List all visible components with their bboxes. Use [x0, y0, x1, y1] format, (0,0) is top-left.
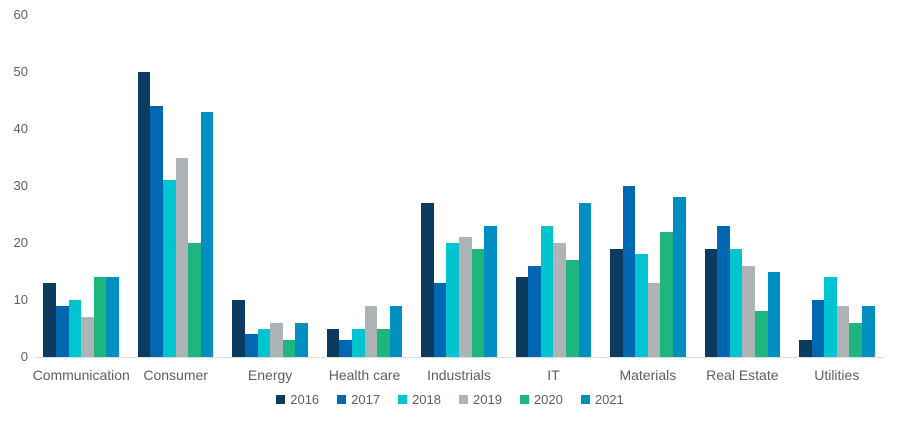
- bar-2019-consumer: [175, 157, 189, 357]
- bar-2018-health-care: [351, 328, 365, 357]
- x-axis-category-label-utilities: Utilities: [814, 367, 860, 383]
- bar-2017-consumer: [150, 106, 164, 357]
- y-axis-tick-label-10: 10: [13, 292, 28, 307]
- bar-2020-energy: [282, 339, 296, 357]
- bar-2017-communication: [56, 305, 69, 357]
- legend-swatch-2019: [459, 395, 468, 404]
- bar-2016-industrials: [421, 203, 434, 357]
- legend-item-2016: 2016: [276, 392, 319, 407]
- legend-label-2016: 2016: [290, 392, 320, 407]
- bar-2021-utilities: [861, 305, 875, 357]
- y-axis-tick-label-60: 60: [13, 7, 28, 22]
- legend-item-2017: 2017: [337, 392, 380, 407]
- legend-item-2018: 2018: [398, 392, 441, 407]
- legend-label-2017: 2017: [351, 392, 381, 407]
- bar-2021-it: [578, 203, 592, 357]
- bar-2017-real-estate: [717, 225, 730, 357]
- bar-2021-consumer: [200, 111, 214, 357]
- bar-2021-materials: [673, 197, 686, 357]
- bar-2016-materials: [610, 248, 623, 357]
- bar-2017-materials: [622, 186, 636, 357]
- legend-item-2019: 2019: [459, 392, 502, 407]
- x-axis-category-label-industrials: Industrials: [427, 367, 491, 383]
- legend-label-2020: 2020: [533, 392, 563, 407]
- bar-2016-real-estate: [704, 248, 718, 357]
- legend: 2016 2017 2018 2019 2020 2021: [0, 392, 900, 407]
- bar-2018-communication: [68, 300, 82, 357]
- bar-2018-real-estate: [729, 248, 743, 357]
- legend-swatch-2018: [398, 395, 408, 404]
- bar-2017-utilities: [811, 300, 825, 357]
- bar-2020-it: [566, 260, 579, 357]
- y-axis-tick-label-40: 40: [13, 121, 28, 136]
- legend-label-2018: 2018: [412, 392, 441, 407]
- bar-2016-health-care: [326, 328, 340, 357]
- bar-2016-consumer: [137, 72, 151, 357]
- bar-2019-health-care: [364, 305, 378, 357]
- x-axis-category-label-consumer: Consumer: [143, 367, 208, 383]
- bar-2021-communication: [106, 277, 120, 357]
- bar-2021-real-estate: [767, 271, 781, 357]
- legend-label-2019: 2019: [473, 392, 502, 407]
- bar-2019-industrials: [459, 237, 472, 357]
- legend-label-2021: 2021: [594, 392, 624, 407]
- x-axis-category-label-health-care: Health care: [328, 367, 401, 383]
- bar-2021-energy: [295, 322, 308, 357]
- bar-2019-materials: [647, 282, 661, 357]
- bar-2019-energy: [270, 322, 283, 357]
- bar-2020-consumer: [188, 243, 201, 357]
- bar-2016-it: [515, 277, 529, 357]
- bar-2017-industrials: [433, 282, 447, 357]
- bar-2018-utilities: [824, 277, 837, 357]
- bar-2020-communication: [93, 277, 107, 357]
- legend-swatch-2020: [519, 395, 529, 404]
- legend-item-2021: 2021: [580, 392, 624, 407]
- x-axis-category-label-it: IT: [547, 367, 560, 383]
- x-axis-category-label-energy: Energy: [247, 367, 293, 383]
- bar-2019-real-estate: [742, 265, 755, 357]
- x-axis-category-label-materials: Materials: [619, 367, 677, 383]
- bar-2016-communication: [43, 282, 57, 357]
- bar-2020-health-care: [377, 328, 390, 357]
- x-axis-line: [34, 357, 884, 358]
- y-axis-tick-label-20: 20: [13, 235, 28, 250]
- bar-2020-industrials: [471, 248, 485, 357]
- bar-2018-industrials: [446, 243, 459, 357]
- bar-2016-utilities: [798, 339, 812, 357]
- bar-2020-real-estate: [754, 311, 768, 357]
- legend-swatch-2017: [337, 395, 347, 404]
- bar-2019-communication: [81, 317, 94, 357]
- y-axis-tick-label-0: 0: [20, 349, 28, 364]
- bar-2019-utilities: [836, 305, 850, 357]
- bar-2018-energy: [257, 328, 271, 357]
- bar-2016-energy: [232, 300, 245, 357]
- x-axis-category-label-real-estate: Real Estate: [706, 367, 779, 383]
- y-axis-tick-label-30: 30: [13, 178, 28, 193]
- bar-2017-it: [528, 265, 541, 357]
- bar-2018-it: [540, 225, 554, 357]
- legend-swatch-2016: [276, 395, 286, 404]
- bar-2018-consumer: [163, 180, 176, 357]
- bar-2018-materials: [635, 254, 648, 357]
- bar-2017-energy: [244, 334, 258, 357]
- y-axis-tick-label-50: 50: [13, 64, 28, 79]
- bar-2021-industrials: [484, 225, 497, 357]
- legend-swatch-2021: [580, 395, 590, 404]
- legend-item-2020: 2020: [519, 392, 563, 407]
- bar-2019-it: [553, 243, 567, 357]
- bar-2020-utilities: [849, 322, 862, 357]
- bar-2020-materials: [660, 231, 674, 357]
- bar-2021-health-care: [389, 305, 403, 357]
- x-axis-category-label-communication: Communication: [32, 367, 130, 383]
- bar-2017-health-care: [339, 339, 352, 357]
